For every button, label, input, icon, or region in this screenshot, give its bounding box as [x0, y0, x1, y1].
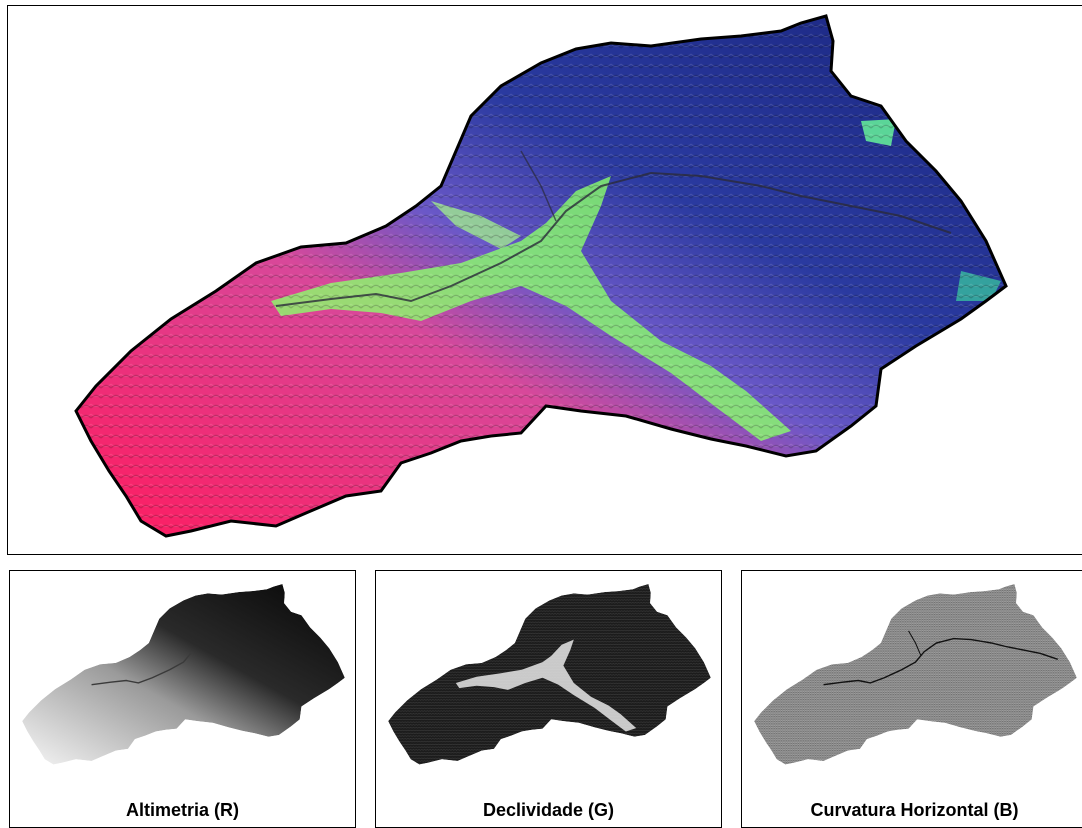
altimetry-label: Altimetria (R) [125, 800, 239, 820]
slope-panel: Declividade (G) [375, 570, 722, 828]
altimetry-panel: Altimetria (R) [9, 570, 356, 828]
altimetry-map [22, 584, 345, 765]
curvature-label: Curvatura Horizontal (B) [810, 800, 1019, 820]
slope-label: Declividade (G) [482, 800, 615, 820]
curvature-map [754, 584, 1077, 765]
composite-map-panel [7, 5, 1082, 555]
slope-map [388, 584, 711, 765]
rgb-composite-map [74, 14, 1008, 538]
drainage-network [275, 171, 952, 307]
curvature-panel: Curvatura Horizontal (B) [741, 570, 1082, 828]
